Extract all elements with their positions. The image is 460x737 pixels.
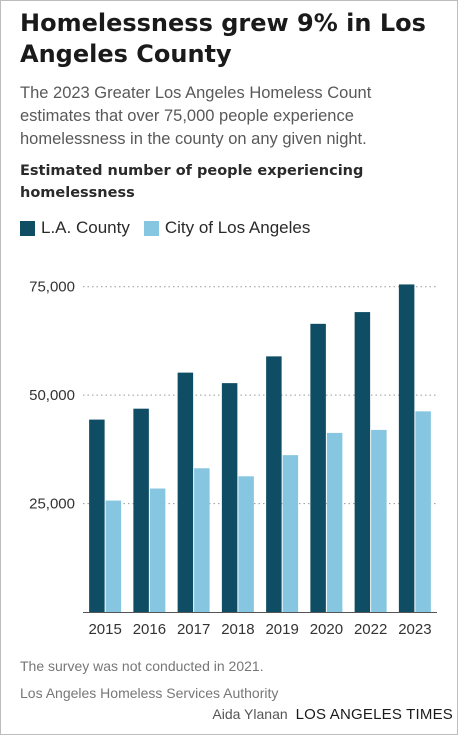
bar-county (89, 419, 105, 612)
legend-label-county: L.A. County (41, 218, 130, 237)
x-tick-label: 2023 (398, 621, 431, 638)
publisher-credit: LOS ANGELES TIMES (295, 706, 453, 723)
y-tick-label: 25,000 (29, 496, 75, 513)
chart-subtitle: The 2023 Greater Los Angeles Homeless Co… (20, 84, 372, 148)
credit-line: Aida Ylanan LOS ANGELES TIMES (212, 706, 453, 723)
bar-county (133, 408, 149, 612)
chart-title: Homelessness grew 9% in Los Angeles Coun… (20, 9, 426, 68)
chart-note: The survey was not conducted in 2021. (20, 658, 264, 674)
x-tick-label: 2022 (354, 621, 387, 638)
legend-swatch-city (143, 220, 159, 236)
bar-county (354, 312, 371, 612)
bar-county (266, 356, 282, 612)
bar-city (238, 476, 254, 612)
x-tick-label: 2017 (177, 621, 210, 638)
bar-county (398, 284, 415, 612)
bar-city (326, 432, 343, 612)
x-tick-label: 2020 (310, 621, 343, 638)
chart-source: Los Angeles Homeless Services Authority (20, 685, 279, 701)
bar-county (310, 323, 326, 612)
bar-city (415, 411, 431, 612)
y-tick-label: 75,000 (29, 279, 75, 296)
legend-entry-city: City of Los Angeles (143, 218, 311, 238)
bar-city (282, 455, 299, 612)
legend-entry-county: L.A. County (20, 218, 130, 238)
bar-county (221, 383, 238, 612)
x-tick-label: 2016 (133, 621, 166, 638)
bar-city (149, 488, 166, 612)
x-tick-label: 2019 (265, 621, 298, 638)
bar-city (194, 468, 210, 612)
bar-county (177, 372, 194, 612)
author-credit: Aida Ylanan (212, 706, 288, 722)
x-tick-label: 2018 (221, 621, 254, 638)
legend-swatch-county (20, 220, 35, 236)
bar-chart: 25,000 50,000 75,000 2015 2016 2017 2018 2019 20… (29, 279, 437, 638)
legend-label-city: City of Los Angeles (164, 218, 311, 237)
bar-city (371, 429, 387, 612)
bar-city (105, 500, 122, 612)
measure-label: Estimated number of people experiencing … (20, 163, 364, 201)
x-tick-label: 2015 (88, 621, 121, 638)
y-tick-label: 50,000 (29, 387, 75, 404)
legend: L.A. County City of Los Angeles (20, 218, 324, 238)
